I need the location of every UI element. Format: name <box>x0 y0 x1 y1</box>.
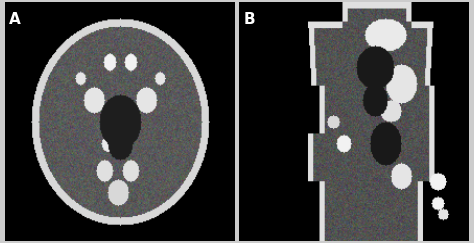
Text: B: B <box>244 12 255 27</box>
Text: A: A <box>9 12 21 27</box>
